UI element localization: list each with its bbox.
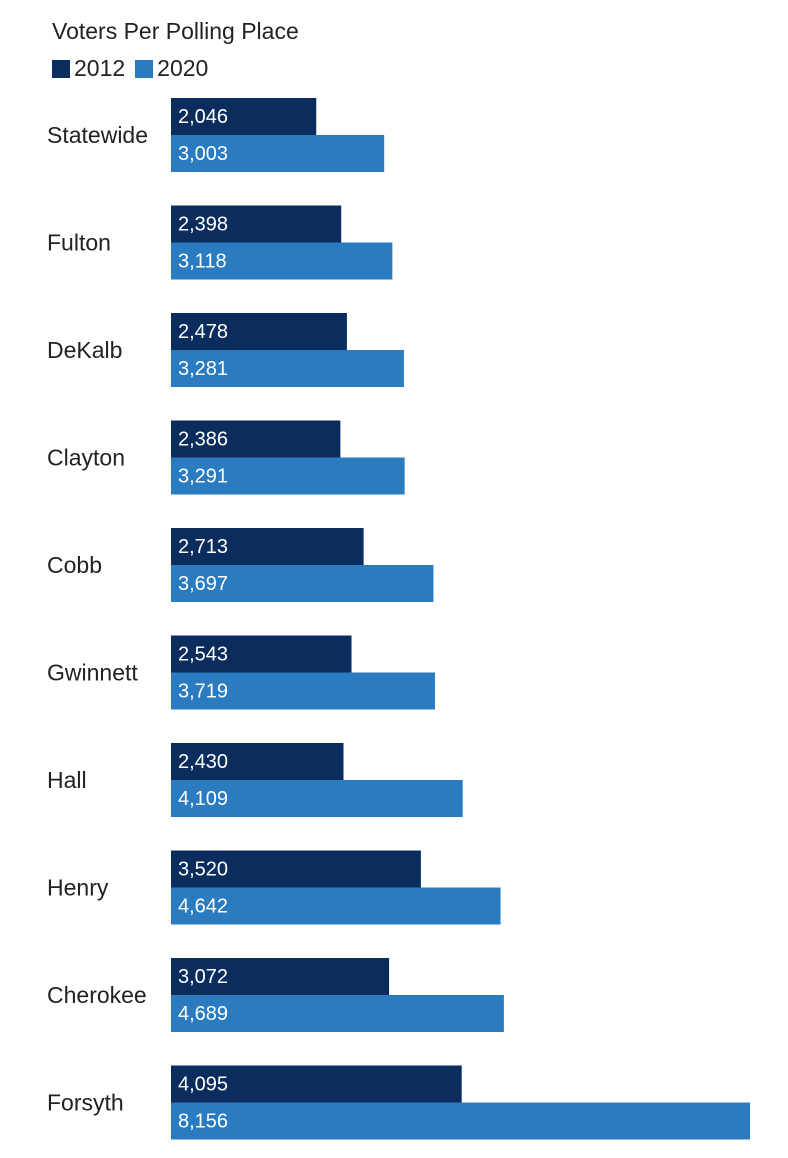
bar-2020-fulton [171, 242, 393, 280]
bar-label-2020-forsyth: 8,156 [178, 1110, 228, 1132]
bar-label-2020-statewide: 3,003 [178, 143, 228, 165]
bar-label-2012-gwinnett: 2,543 [178, 643, 228, 665]
legend-swatch-2020 [135, 59, 154, 78]
bar-label-2020-hall: 4,109 [178, 788, 228, 810]
bar-2020-henry [171, 887, 501, 925]
bar-label-2012-statewide: 2,046 [178, 106, 228, 128]
bar-2012-gwinnett [171, 635, 352, 673]
bar-2020-clayton [171, 457, 405, 495]
bar-group-fulton: Fulton 2,398 3,118 [47, 205, 393, 280]
category-label-statewide: Statewide [47, 122, 148, 148]
bar-group-henry: Henry 3,520 4,642 [47, 850, 501, 925]
bar-label-2020-dekalb: 3,281 [178, 358, 228, 380]
bar-2020-cobb [171, 565, 434, 602]
legend-item-2020: 2020 [135, 55, 208, 82]
bar-label-2012-clayton: 2,386 [178, 428, 228, 450]
bar-2020-cherokee [171, 995, 504, 1032]
bar-group-hall: Hall 2,430 4,109 [47, 743, 463, 817]
bar-label-2012-cobb: 2,713 [178, 536, 228, 558]
bar-label-2012-hall: 2,430 [178, 751, 228, 773]
bar-2012-fulton [171, 205, 342, 243]
bar-group-cobb: Cobb 2,713 3,697 [47, 528, 434, 602]
bar-2020-gwinnett [171, 672, 436, 710]
bar-label-2020-henry: 4,642 [178, 895, 228, 917]
bar-group-clayton: Clayton 2,386 3,291 [47, 420, 405, 495]
bar-group-forsyth: Forsyth 4,095 8,156 [47, 1065, 750, 1140]
category-label-clayton: Clayton [47, 445, 125, 471]
category-label-dekalb: DeKalb [47, 337, 122, 363]
category-label-hall: Hall [47, 767, 87, 793]
bar-2020-statewide [171, 135, 385, 172]
bar-label-2020-cherokee: 4,689 [178, 1003, 228, 1025]
category-label-gwinnett: Gwinnett [47, 660, 138, 686]
bar-2012-cherokee [171, 958, 390, 995]
category-label-henry: Henry [47, 875, 109, 901]
category-label-cobb: Cobb [47, 552, 102, 578]
bar-label-2012-cherokee: 3,072 [178, 966, 228, 988]
bar-label-2012-dekalb: 2,478 [178, 321, 228, 343]
legend: 2012 2020 [52, 55, 218, 82]
bar-group-statewide: Statewide 2,046 3,003 [47, 98, 385, 172]
category-label-forsyth: Forsyth [47, 1090, 124, 1116]
category-label-fulton: Fulton [47, 230, 111, 256]
bar-2012-dekalb [171, 313, 347, 350]
bar-label-2012-forsyth: 4,095 [178, 1073, 228, 1095]
bar-2012-henry [171, 850, 421, 888]
bar-2012-statewide [171, 98, 317, 135]
bar-group-dekalb: DeKalb 2,478 3,281 [47, 313, 404, 387]
bar-group-gwinnett: Gwinnett 2,543 3,719 [47, 635, 436, 710]
bar-2020-forsyth [171, 1102, 750, 1140]
bar-label-2020-gwinnett: 3,719 [178, 680, 228, 702]
legend-swatch-2012 [52, 59, 70, 78]
bar-2012-hall [171, 743, 344, 780]
bar-label-2020-clayton: 3,291 [178, 465, 228, 487]
bar-2012-clayton [171, 420, 341, 458]
bar-group-cherokee: Cherokee 3,072 4,689 [47, 958, 504, 1032]
bar-label-2012-fulton: 2,398 [178, 213, 228, 235]
chart-title: Voters Per Polling Place [52, 18, 299, 44]
bar-label-2020-cobb: 3,697 [178, 573, 228, 595]
bar-2020-dekalb [171, 350, 404, 387]
legend-item-2012: 2012 [52, 55, 125, 82]
bar-label-2020-fulton: 3,118 [178, 250, 227, 272]
bar-2012-forsyth [171, 1065, 462, 1103]
category-label-cherokee: Cherokee [47, 982, 147, 1008]
legend-label-2020: 2020 [157, 55, 209, 81]
bar-2020-hall [171, 780, 463, 817]
bar-2012-cobb [171, 528, 364, 565]
bar-label-2012-henry: 3,520 [178, 858, 228, 880]
legend-label-2012: 2012 [74, 55, 126, 81]
